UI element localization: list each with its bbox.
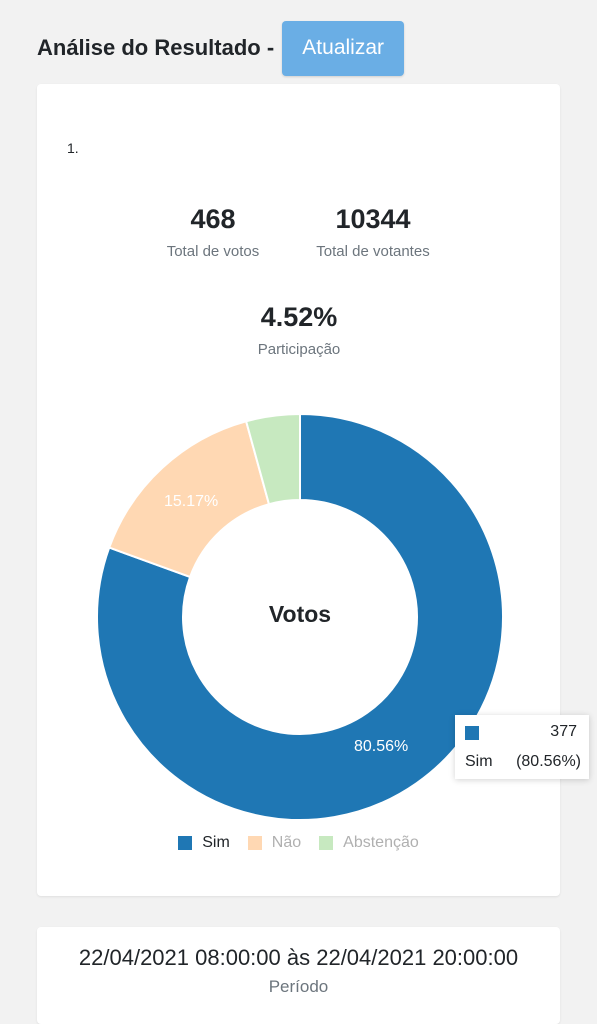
result-card: 1. 468 Total de votos 10344 Total de vot… <box>37 84 560 896</box>
total-votes-label: Total de votos <box>166 243 260 260</box>
question-number: 1. <box>67 140 79 156</box>
period-label: Período <box>268 977 329 996</box>
tooltip-label: Sim <box>465 753 493 770</box>
total-votes-stat: 468 Total de votos <box>150 204 276 261</box>
slice-abstenção[interactable] <box>244 412 301 506</box>
total-voters-stat: 10344 Total de votantes <box>303 204 443 261</box>
legend-item-sim[interactable]: Sim <box>178 834 230 852</box>
votes-donut-chart: 80.56% 15.17% Votos <box>96 412 504 821</box>
chart-legend: Sim Não Abstenção <box>37 834 560 852</box>
total-votes-value: 468 <box>190 204 236 234</box>
legend-label: Abstenção <box>343 834 419 851</box>
participation-label: Participação <box>257 341 341 358</box>
slice-label-não: 15.17% <box>164 493 218 510</box>
period-value: 22/04/2021 08:00:00 às 22/04/2021 20:00:… <box>78 945 519 970</box>
legend-label: Sim <box>202 834 230 851</box>
tooltip-swatch <box>465 726 479 740</box>
participation-stat: 4.52% Participação <box>237 302 361 359</box>
legend-item-abstenção[interactable]: Abstenção <box>319 834 419 852</box>
slice-label-sim: 80.56% <box>354 738 408 755</box>
legend-label: Não <box>271 834 302 851</box>
total-voters-value: 10344 <box>335 204 411 234</box>
page-header: Análise do Resultado - Atualizar <box>37 20 405 76</box>
legend-item-não[interactable]: Não <box>247 834 302 852</box>
period-card: 22/04/2021 08:00:00 às 22/04/2021 20:00:… <box>37 927 560 1024</box>
legend-swatch <box>247 836 262 850</box>
page-title: Análise do Resultado - <box>37 35 275 60</box>
legend-swatch <box>178 836 193 850</box>
total-voters-label: Total de votantes <box>316 243 430 260</box>
tooltip-percent: (80.56%) <box>516 753 581 770</box>
legend-swatch <box>319 836 334 850</box>
slice-sim[interactable] <box>96 412 504 821</box>
chart-tooltip: 377 Sim (80.56%) <box>455 715 589 779</box>
participation-value: 4.52% <box>260 302 338 332</box>
refresh-button[interactable]: Atualizar <box>282 20 405 76</box>
chart-center-title: Votos <box>269 601 331 627</box>
tooltip-value: 377 <box>550 723 577 740</box>
